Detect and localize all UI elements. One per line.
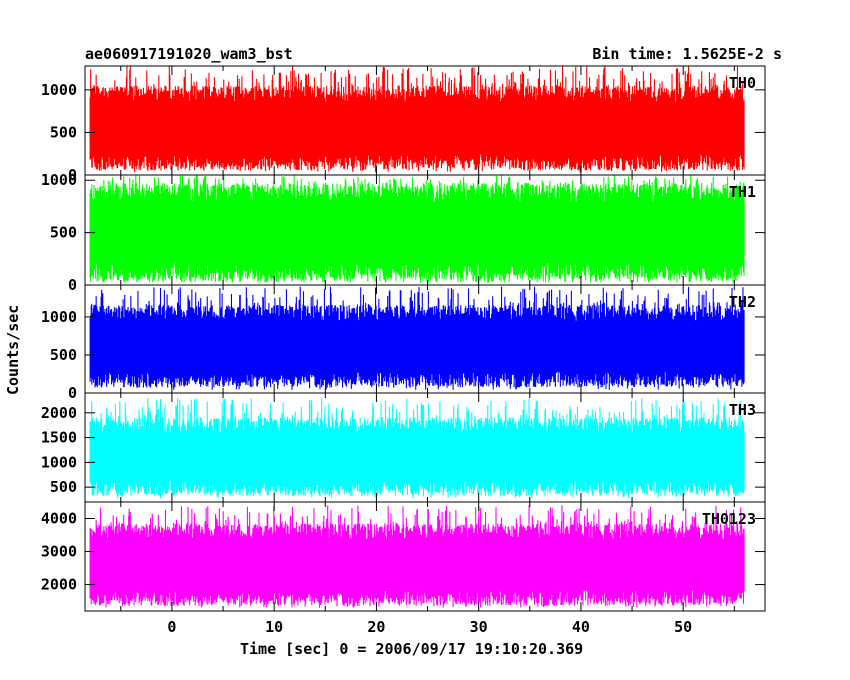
- x-tick-label: 50: [674, 618, 692, 636]
- chart-title-right: Bin time: 1.5625E-2 s: [592, 45, 782, 63]
- y-tick-label: 0: [68, 166, 77, 184]
- x-tick-label: 10: [265, 618, 283, 636]
- y-tick-label: 500: [50, 123, 77, 141]
- chart-title-left: ae060917191020_wam3_bst: [85, 45, 293, 63]
- series-trace-th1: [89, 175, 745, 283]
- x-axis-title: Time [sec] 0 = 2006/09/17 19:10:20.369: [240, 640, 584, 658]
- y-tick-label: 3000: [41, 543, 77, 561]
- y-tick-label: 500: [50, 478, 77, 496]
- y-tick-label: 500: [50, 224, 77, 242]
- y-tick-label: 4000: [41, 510, 77, 528]
- series-label-th0123: TH0123: [702, 510, 756, 528]
- x-tick-label: 0: [167, 618, 176, 636]
- y-tick-label: 2000: [41, 404, 77, 422]
- y-tick-label: 500: [50, 346, 77, 364]
- series-trace-th0123: [89, 505, 745, 608]
- x-tick-label: 30: [470, 618, 488, 636]
- x-tick-label: 20: [367, 618, 385, 636]
- series-label-th2: TH2: [729, 293, 756, 311]
- x-tick-label: 40: [572, 618, 590, 636]
- series-trace-th0: [89, 66, 745, 173]
- y-tick-label: 1000: [41, 81, 77, 99]
- series-trace-th2: [89, 286, 745, 390]
- y-tick-label: 1000: [41, 171, 77, 189]
- y-tick-label: 0: [68, 276, 77, 294]
- y-tick-label: 0: [68, 384, 77, 402]
- y-tick-label: 2000: [41, 576, 77, 594]
- series-label-th1: TH1: [729, 183, 756, 201]
- series-label-th0: TH0: [729, 74, 756, 92]
- series-label-th3: TH3: [729, 401, 756, 419]
- y-tick-label: 1000: [41, 308, 77, 326]
- y-tick-label: 1500: [41, 429, 77, 447]
- series-trace-th3: [89, 398, 745, 499]
- y-tick-label: 1000: [41, 453, 77, 471]
- panel-frame: [84, 501, 766, 612]
- y-axis-title: Counts/sec: [4, 304, 22, 395]
